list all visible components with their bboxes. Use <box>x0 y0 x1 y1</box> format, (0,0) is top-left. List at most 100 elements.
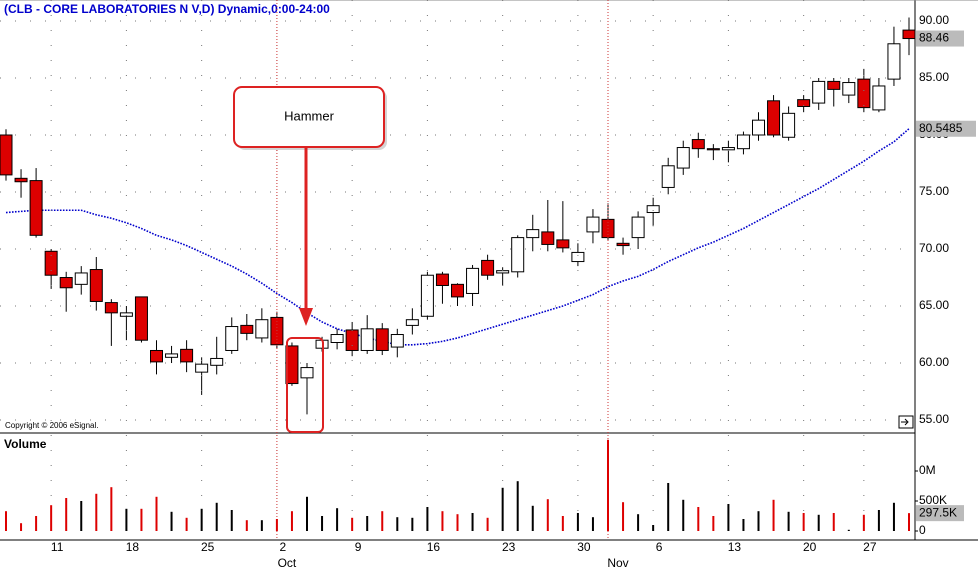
candle-body <box>405 319 419 326</box>
candle-body <box>902 29 916 40</box>
volume-bar <box>667 482 670 531</box>
volume-bar <box>35 515 38 531</box>
candle-body <box>797 99 811 107</box>
volume-bar <box>260 520 263 531</box>
volume-bar <box>757 511 760 531</box>
candle-body <box>661 165 675 188</box>
x-tick-label: 6 <box>656 540 663 554</box>
y-tick-label: 75.00 <box>919 184 949 198</box>
volume-bar <box>847 529 850 531</box>
candle-body <box>180 348 194 363</box>
volume-bar <box>366 515 369 531</box>
ma-label-bg <box>916 120 976 137</box>
candle-body <box>89 269 103 302</box>
volume-bar <box>772 499 775 531</box>
candle-body <box>782 112 796 138</box>
candle-body <box>285 345 299 385</box>
hammer-callout: Hammer <box>233 86 387 433</box>
volume-bar <box>441 511 444 531</box>
candle-body <box>74 272 88 285</box>
x-tick-label: 9 <box>355 540 362 554</box>
volume-bar <box>832 512 835 531</box>
price-label-bg <box>916 30 964 47</box>
x-tick-label: 30 <box>577 540 591 554</box>
candle-body <box>496 270 510 274</box>
volume-bar <box>140 508 143 531</box>
volume-bar <box>275 518 278 531</box>
volume-bar <box>306 496 308 531</box>
candle-body <box>571 251 585 263</box>
candle-body <box>270 316 284 346</box>
candle-body <box>646 205 660 214</box>
icon <box>901 418 909 426</box>
candle-body <box>706 148 720 151</box>
volume-bar <box>351 517 354 531</box>
volume-bar <box>20 523 23 531</box>
volume-bar <box>727 503 730 531</box>
month-label: Nov <box>607 556 628 570</box>
y-tick-label: 70.00 <box>919 241 949 255</box>
y-tick-label: 85.00 <box>919 70 949 84</box>
candle-body <box>134 296 148 341</box>
volume-bar <box>576 512 579 531</box>
y-tick-label: 0 <box>919 523 926 537</box>
candle-body <box>345 329 359 351</box>
candle-body <box>857 78 871 109</box>
volume-bar <box>456 514 459 531</box>
candle-body <box>721 147 735 151</box>
volume-bar <box>622 502 625 531</box>
volume-bar <box>426 506 429 531</box>
copyright: Copyright © 2006 eSignal. <box>5 421 99 430</box>
candle-body <box>526 229 540 239</box>
volume-label: 297.5K <box>919 505 957 519</box>
volume-bar <box>501 487 504 531</box>
y-tick-label: 60.00 <box>919 355 949 369</box>
y-tick-label: 90.00 <box>919 13 949 27</box>
ma-label: 80.5485 <box>919 121 963 135</box>
price-label: 88.46 <box>919 31 949 45</box>
volume-bar <box>80 500 83 531</box>
candle-body <box>225 326 239 351</box>
candle-body <box>119 312 133 317</box>
y-tick-label: 65.00 <box>919 298 949 312</box>
panel-title: Volume <box>4 437 47 451</box>
volume-bar <box>607 439 609 531</box>
x-tick-label: 20 <box>803 540 817 554</box>
candle-body <box>887 43 901 80</box>
volume-bar <box>155 496 158 531</box>
candle-body <box>466 267 480 294</box>
candle-body <box>451 283 464 298</box>
candle-body <box>390 334 404 348</box>
x-tick-label: 27 <box>863 540 877 554</box>
callout-box <box>233 86 385 148</box>
volume-bar <box>411 517 414 531</box>
candle-body <box>767 100 781 136</box>
highlight-box <box>286 337 324 433</box>
volume-bar <box>321 515 324 531</box>
candle-body <box>586 216 600 233</box>
candle-body <box>481 259 495 276</box>
volume-bar <box>712 515 715 531</box>
x-tick-label: 18 <box>126 540 140 554</box>
volume-bar <box>892 502 895 531</box>
volume-bar <box>908 513 910 531</box>
volume-bar <box>381 511 384 531</box>
candle-body <box>736 134 750 150</box>
volume-bar <box>396 517 399 531</box>
volume-bar <box>200 508 203 531</box>
y-tick-label: 55.00 <box>919 412 949 426</box>
volume-label-bg <box>916 505 964 522</box>
volume-bar <box>170 511 173 531</box>
volume-bar <box>245 520 248 531</box>
candle-body <box>240 324 254 334</box>
volume-bar <box>95 493 98 531</box>
scroll-icon <box>898 415 914 429</box>
candle-body <box>691 139 705 150</box>
volume-bar <box>697 506 700 531</box>
volume-bar <box>652 524 655 531</box>
candle-body <box>330 334 344 343</box>
volume-bar <box>5 511 7 531</box>
x-tick-label: 13 <box>728 540 742 554</box>
volume-bar <box>531 505 534 531</box>
